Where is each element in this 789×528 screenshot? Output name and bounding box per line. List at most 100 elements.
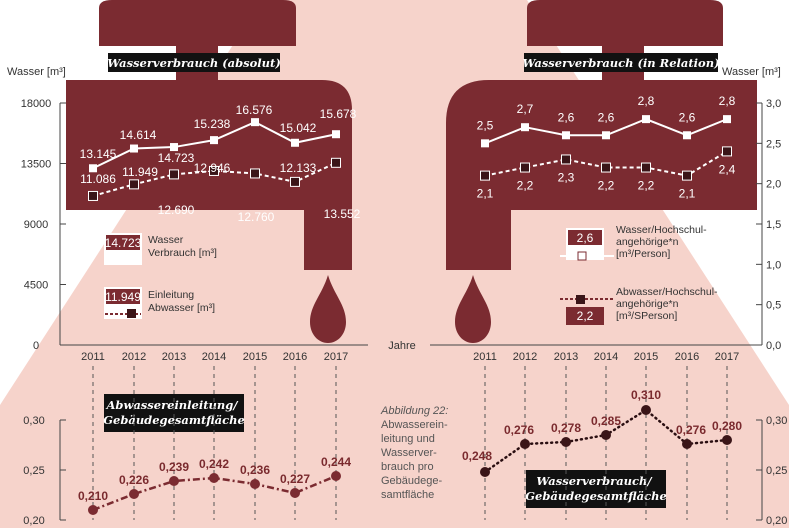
wastewater-relative-point <box>561 154 571 165</box>
right-x-tick-label: 2013 <box>554 351 578 363</box>
figure-caption: Abbildung 22: Abwasserein- leitung und W… <box>380 405 451 501</box>
badge-absolute-bg <box>108 53 280 72</box>
water-relative-label: 2,6 <box>598 110 615 124</box>
badge-waste-area-line2: Gebäudegesamtfläche <box>103 413 245 427</box>
left-x-tick-label: 2017 <box>324 351 348 363</box>
legend-rel-water-line2: angehörige*n <box>616 236 679 248</box>
wastewater-absolute-point <box>88 190 98 201</box>
legend-water-value: 14.723 <box>105 236 142 250</box>
legend-water-text: Wasser Verbrauch [m³] <box>148 234 217 259</box>
wastewater-absolute-point <box>169 169 179 180</box>
water-absolute-point <box>332 130 340 139</box>
left-tap-handle <box>99 0 296 46</box>
wastewater-relative-label: 2,3 <box>558 170 575 184</box>
water-absolute-point <box>251 118 259 127</box>
caption-line-7: samtfläche <box>381 489 434 501</box>
left-y-tick-label: 9000 <box>24 219 48 231</box>
wastewater-absolute-label: 13.552 <box>324 207 361 221</box>
water-absolute-label: 15.042 <box>280 121 317 135</box>
caption-line-1: Abbildung 22: <box>380 405 448 417</box>
water-per-area-point <box>601 430 611 440</box>
bottom-left-y-tick-label: 0,25 <box>23 465 44 477</box>
waste-per-area-label: 0,242 <box>199 457 229 471</box>
waste-per-area-point <box>290 488 300 498</box>
caption-line-5: brauch pro <box>381 461 434 473</box>
water-relative-point <box>521 123 529 132</box>
legend-rel-waste-box <box>566 307 604 325</box>
left-x-tick-label: 2016 <box>283 351 307 363</box>
waste-per-area-point <box>88 505 98 515</box>
badge-water-area-line2: Gebäudegesamtfläche <box>525 489 667 503</box>
water-per-area-point <box>480 467 490 477</box>
legend-waste-inner <box>106 289 140 304</box>
left-y-tick-label: 18000 <box>21 98 52 110</box>
legend-rel-waste-line3: [m³/SPerson] <box>616 310 677 322</box>
right-y-tick-label: 2,5 <box>766 138 781 150</box>
legend-water-inner <box>106 235 140 250</box>
water-relative-point <box>562 131 570 140</box>
wastewater-absolute-point <box>250 168 260 179</box>
right-x-tick-label: 2011 <box>473 351 497 363</box>
water-absolute-label: 15.238 <box>194 117 231 131</box>
wastewater-absolute-point <box>290 176 300 187</box>
right-x-tick-label: 2015 <box>634 351 658 363</box>
water-per-area-label: 0,276 <box>676 423 706 437</box>
bottom-right-y-tick-label: 0,20 <box>766 515 787 527</box>
left-y-tick-label: 13500 <box>21 159 52 171</box>
water-per-area-point <box>722 435 732 445</box>
left-x-tick-label: 2014 <box>202 351 226 363</box>
legend-waste-value: 11.949 <box>105 290 141 304</box>
water-absolute-label: 14.723 <box>158 151 195 165</box>
wastewater-relative-label: 2,2 <box>638 179 655 193</box>
wastewater-relative-label: 2,2 <box>517 179 534 193</box>
legend-waste-text-line1: Einleitung <box>148 289 194 301</box>
legend-rel-water-line1: Wasser/Hochschul- <box>616 224 707 236</box>
caption-line-3: leitung und <box>381 433 435 445</box>
water-relative-point <box>723 115 731 124</box>
wastewater-absolute-label: 11.949 <box>122 165 158 179</box>
wastewater-relative-point <box>682 170 692 181</box>
legend-rel-water-text: Wasser/Hochschul- angehörige*n [m³/Perso… <box>616 224 710 260</box>
legend-rel-water-value: 2,6 <box>577 231 594 245</box>
right-x-tick-label: 2016 <box>675 351 699 363</box>
wastewater-absolute-label: 12.760 <box>238 210 275 224</box>
water-relative-point <box>642 115 650 124</box>
left-y-tick-label: 0 <box>33 340 39 352</box>
chart-marks: 0 4500 9000 13500 18000 0,0 0,5 1,0 1,5 2,0 2,5 3,0… <box>21 94 788 527</box>
legend-waste-marker <box>127 309 136 318</box>
wastewater-relative-label: 2,1 <box>679 187 696 201</box>
left-y-axis-title: Wasser [m³] <box>7 66 66 78</box>
legend-waste-text: Einleitung Abwasser [m³] <box>148 289 215 314</box>
right-water-drop <box>455 275 491 343</box>
legend-rel-waste-value: 2,2 <box>577 309 594 323</box>
water-relative-label: 2,8 <box>638 94 655 108</box>
right-y-tick-label: 1,0 <box>766 259 781 271</box>
waste-per-area-label: 0,226 <box>119 473 149 487</box>
bottom-right-y-tick-label: 0,25 <box>766 465 787 477</box>
right-x-tick-label: 2017 <box>715 351 739 363</box>
right-x-tick-label: 2012 <box>513 351 537 363</box>
legend-water-marker <box>128 255 136 263</box>
water-per-area-point <box>641 405 651 415</box>
water-per-area-label: 0,310 <box>631 388 661 402</box>
legend-water-text-line1: Wasser <box>148 234 184 246</box>
water-relative-label: 2,6 <box>558 110 575 124</box>
waste-per-area-label: 0,210 <box>78 489 108 503</box>
water-per-area-label: 0,278 <box>551 421 581 435</box>
badge-absolute-title: Wasserverbrauch (absolut) <box>107 56 281 70</box>
wastewater-relative-point <box>641 162 651 173</box>
water-absolute-point <box>210 136 218 145</box>
water-absolute-point <box>89 164 97 173</box>
wastewater-absolute-label: 12.690 <box>158 203 195 217</box>
legend-rel-waste-line2: angehörige*n <box>616 298 679 310</box>
right-x-tick-label: 2014 <box>594 351 618 363</box>
badge-water-area-title: Wasserverbrauch/ Gebäudegesamtfläche <box>525 474 667 503</box>
left-x-tick-label: 2013 <box>162 351 186 363</box>
wastewater-absolute-point <box>209 165 219 176</box>
wastewater-relative-label: 2,2 <box>598 179 615 193</box>
legend-rel-waste-marker <box>576 295 585 304</box>
water-relative-point <box>683 131 691 140</box>
waste-per-area-point <box>250 479 260 489</box>
bottom-left-y-tick-label: 0,30 <box>23 415 44 427</box>
